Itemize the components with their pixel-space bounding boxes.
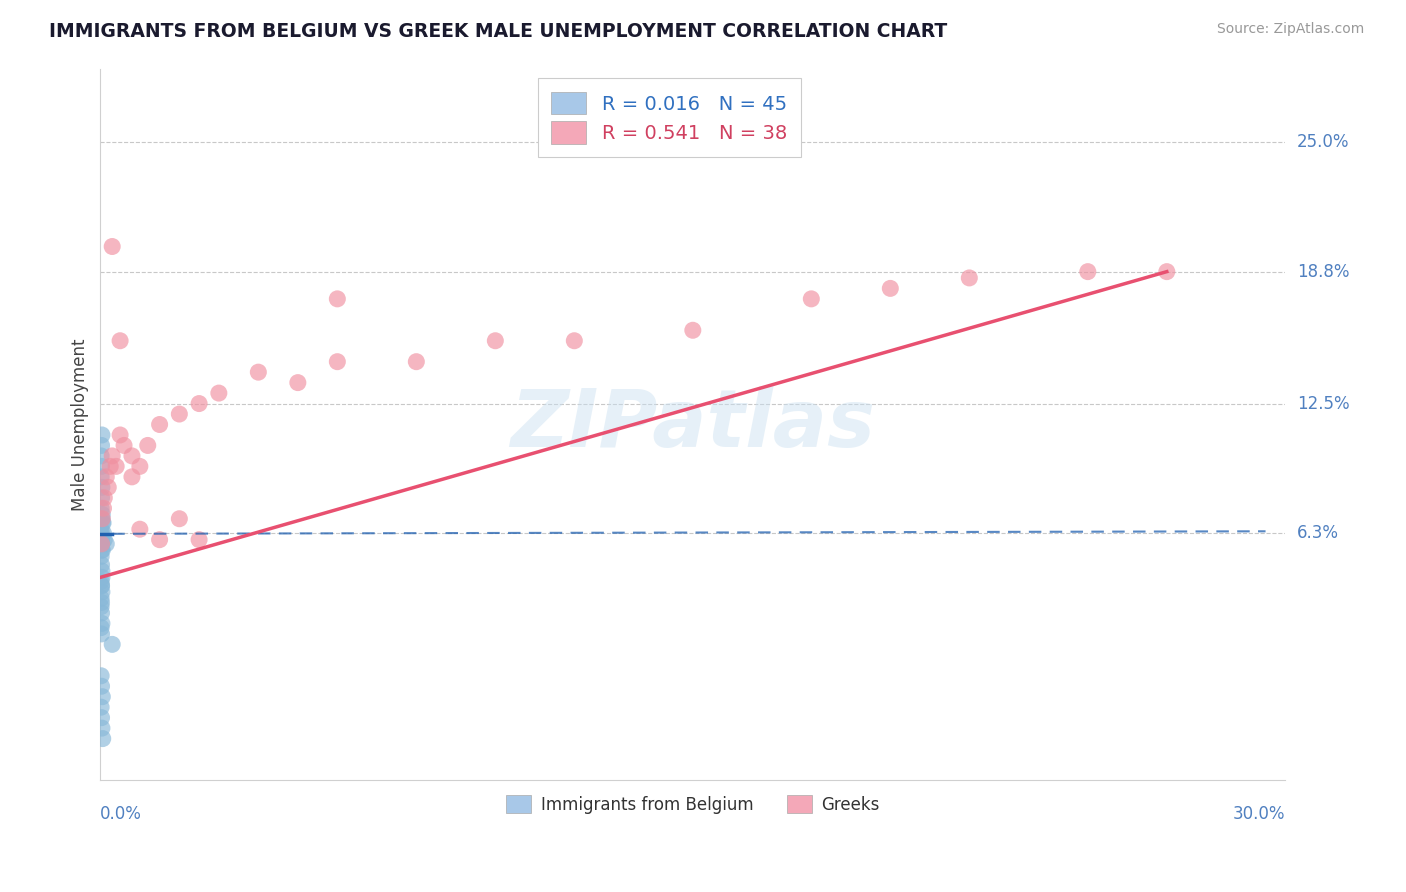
Point <box>90 491 112 505</box>
Point <box>188 396 211 410</box>
Point <box>108 428 131 442</box>
Point <box>97 480 120 494</box>
Point <box>90 449 112 463</box>
Point <box>101 449 124 463</box>
Text: 12.5%: 12.5% <box>1298 394 1350 413</box>
Point <box>101 239 124 253</box>
Point <box>90 711 112 725</box>
Point <box>93 533 115 547</box>
Point <box>93 491 115 505</box>
Text: Source: ZipAtlas.com: Source: ZipAtlas.com <box>1216 22 1364 37</box>
Point <box>90 512 112 526</box>
Point <box>879 281 901 295</box>
Point <box>957 271 980 285</box>
Point <box>91 508 114 522</box>
Point <box>90 679 112 693</box>
Point <box>90 543 112 558</box>
Point <box>91 516 114 530</box>
Point <box>91 690 114 704</box>
Point <box>405 354 427 368</box>
Point <box>326 292 349 306</box>
Point <box>90 533 112 547</box>
Point <box>101 637 124 651</box>
Point <box>208 386 231 401</box>
Point <box>93 501 115 516</box>
Point <box>90 570 112 584</box>
Point <box>90 669 112 683</box>
Point <box>112 438 135 452</box>
Text: 18.8%: 18.8% <box>1298 262 1350 281</box>
Point <box>484 334 506 348</box>
Point <box>90 438 112 452</box>
Point <box>105 459 128 474</box>
Point <box>1156 265 1178 279</box>
Point <box>90 428 112 442</box>
Point <box>128 459 150 474</box>
Point <box>91 731 114 746</box>
Point <box>96 537 118 551</box>
Point <box>326 354 349 368</box>
Text: 25.0%: 25.0% <box>1298 133 1350 151</box>
Point <box>90 721 112 735</box>
Point <box>90 621 112 635</box>
Point <box>90 579 112 593</box>
Point <box>90 579 112 593</box>
Point <box>149 417 172 432</box>
Point <box>188 533 211 547</box>
Point <box>90 616 112 631</box>
Point <box>90 585 112 599</box>
Point <box>90 574 112 589</box>
Point <box>562 334 585 348</box>
Point <box>93 526 115 541</box>
Point <box>108 334 131 348</box>
Point <box>90 595 112 609</box>
Point <box>169 512 191 526</box>
Point <box>90 501 112 516</box>
Point <box>90 537 112 551</box>
Legend: Immigrants from Belgium, Greeks: Immigrants from Belgium, Greeks <box>498 787 889 822</box>
Point <box>90 564 112 578</box>
Point <box>91 512 114 526</box>
Text: 30.0%: 30.0% <box>1233 805 1285 823</box>
Point <box>90 528 112 542</box>
Y-axis label: Male Unemployment: Male Unemployment <box>72 338 89 511</box>
Point <box>90 558 112 572</box>
Text: IMMIGRANTS FROM BELGIUM VS GREEK MALE UNEMPLOYMENT CORRELATION CHART: IMMIGRANTS FROM BELGIUM VS GREEK MALE UN… <box>49 22 948 41</box>
Point <box>90 549 112 564</box>
Point <box>90 606 112 620</box>
Text: 0.0%: 0.0% <box>100 805 142 823</box>
Point <box>96 470 118 484</box>
Point <box>287 376 309 390</box>
Point <box>1077 265 1099 279</box>
Point <box>247 365 270 379</box>
Point <box>169 407 191 421</box>
Point <box>90 700 112 714</box>
Point <box>98 459 121 474</box>
Text: 6.3%: 6.3% <box>1298 524 1339 542</box>
Point <box>90 537 112 551</box>
Point <box>90 627 112 641</box>
Point <box>149 533 172 547</box>
Point <box>90 526 112 541</box>
Point <box>90 599 112 614</box>
Point <box>128 522 150 536</box>
Point <box>682 323 704 337</box>
Point <box>90 480 112 494</box>
Text: ZIPatlas: ZIPatlas <box>510 385 876 464</box>
Point <box>121 449 143 463</box>
Point <box>91 543 114 558</box>
Point <box>800 292 823 306</box>
Point <box>90 591 112 606</box>
Point <box>136 438 159 452</box>
Point <box>90 470 112 484</box>
Point <box>91 516 114 530</box>
Point <box>90 459 112 474</box>
Point <box>121 470 143 484</box>
Point <box>90 522 112 536</box>
